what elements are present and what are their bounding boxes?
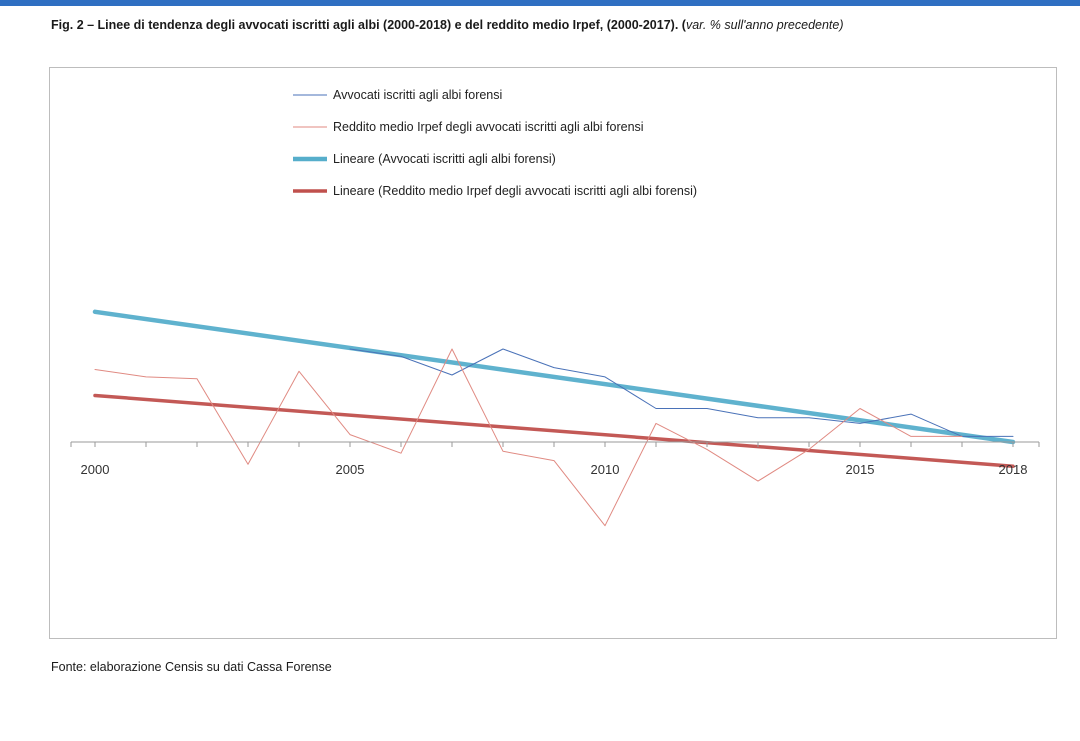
series-line-trend-reddito bbox=[93, 393, 1015, 468]
caption-title: Fig. 2 – Linee di tendenza degli avvocat… bbox=[51, 18, 686, 32]
top-accent-bar bbox=[0, 0, 1080, 6]
x-axis: 2000 2005 2010 2015 2018 bbox=[70, 441, 1040, 477]
x-tick-label: 2018 bbox=[999, 462, 1028, 477]
caption-note: var. % sull'anno precedente) bbox=[685, 18, 844, 32]
x-tick-label: 2015 bbox=[846, 462, 875, 477]
series-line-avvocati bbox=[349, 348, 1014, 437]
trend-lines bbox=[92, 309, 1016, 468]
legend-label-trend-reddito: Lineare (Reddito medio Irpef degli avvoc… bbox=[333, 184, 697, 198]
series-line-reddito bbox=[94, 348, 963, 527]
chart-frame bbox=[49, 67, 1057, 639]
figure-caption: Fig. 2 – Linee di tendenza degli avvocat… bbox=[51, 16, 1061, 35]
line-chart: 2000 2005 2010 2015 2018 Avvocati iscritti a… bbox=[70, 88, 1040, 527]
legend-label-avvocati: Avvocati iscritti agli albi forensi bbox=[333, 88, 502, 102]
series-line-trend-avvocati bbox=[92, 309, 1016, 445]
x-tick-label: 2000 bbox=[81, 462, 110, 477]
legend-label-trend-avvocati: Lineare (Avvocati iscritti agli albi for… bbox=[333, 152, 556, 166]
source-note: Fonte: elaborazione Censis su dati Cassa… bbox=[51, 660, 332, 674]
legend-label-reddito: Reddito medio Irpef degli avvocati iscri… bbox=[333, 120, 644, 134]
data-series bbox=[94, 348, 1014, 527]
x-tick-label: 2005 bbox=[336, 462, 365, 477]
legend: Avvocati iscritti agli albi forensi Reddi… bbox=[293, 88, 697, 198]
x-tick-label: 2010 bbox=[591, 462, 620, 477]
